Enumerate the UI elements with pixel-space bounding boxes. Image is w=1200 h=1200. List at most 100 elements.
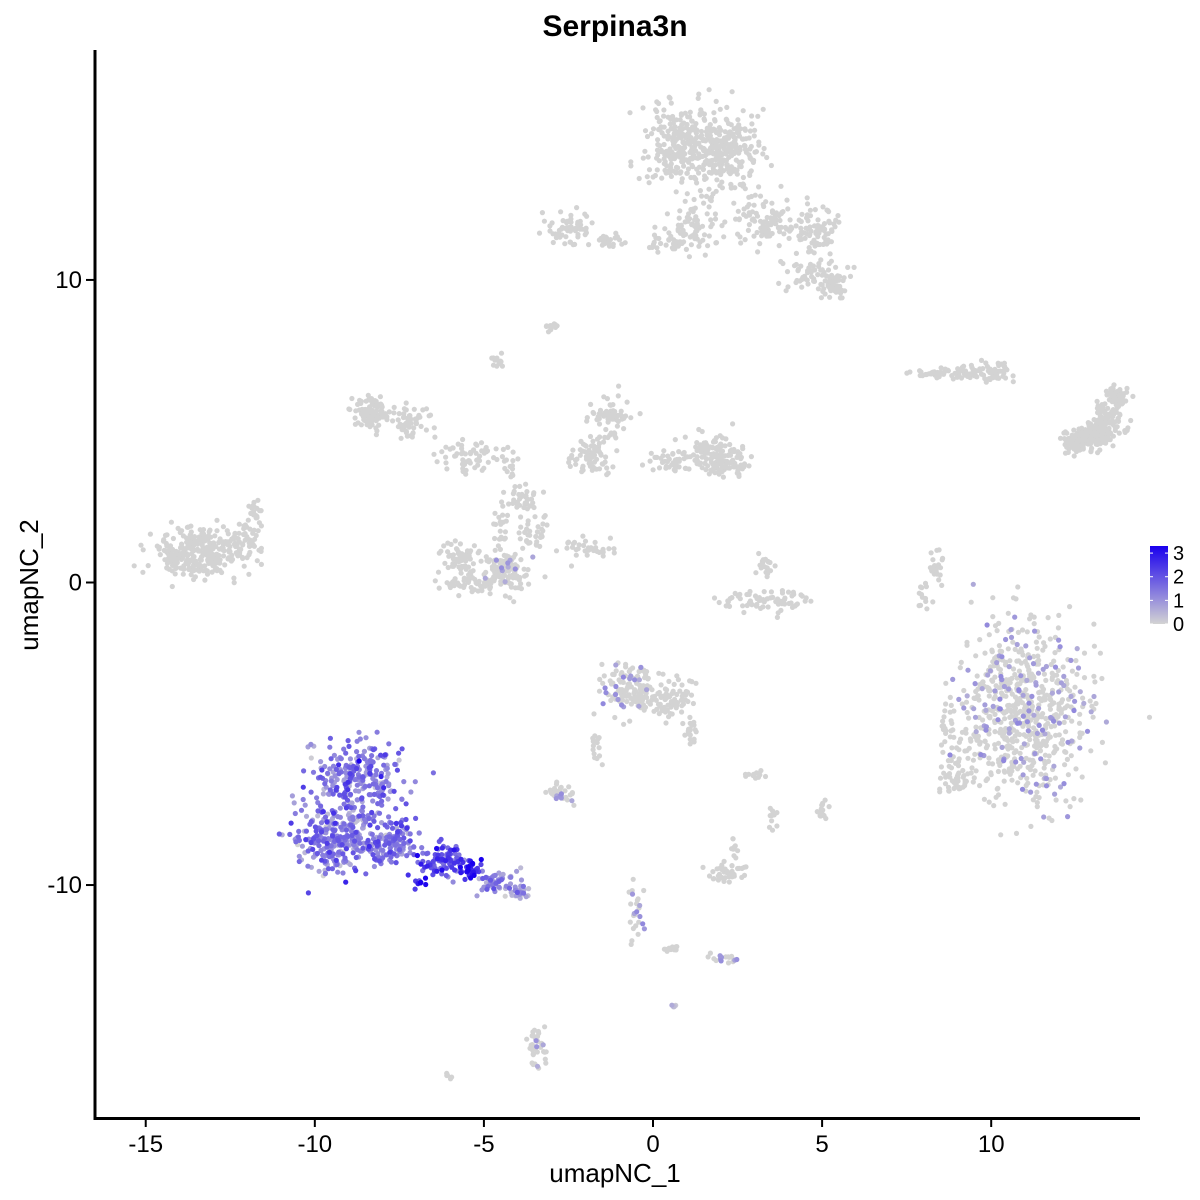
- cell-point: [688, 174, 694, 181]
- cell-point: [982, 738, 988, 745]
- cell-point: [735, 848, 741, 854]
- cell-point: [562, 788, 568, 794]
- cell-point: [459, 442, 465, 448]
- cell-point: [1006, 664, 1012, 670]
- cell-point: [611, 671, 617, 678]
- cell-point: [1092, 679, 1098, 685]
- cell-point: [536, 1030, 542, 1036]
- cell-point: [1056, 720, 1062, 726]
- cell-point: [628, 159, 634, 165]
- cell-point: [942, 739, 948, 745]
- cell-point: [496, 878, 502, 885]
- cell-point: [492, 535, 498, 542]
- cell-point: [713, 98, 719, 104]
- cell-point: [220, 524, 226, 530]
- cell-point: [588, 401, 594, 407]
- cell-point: [543, 1060, 549, 1066]
- cell-point: [702, 252, 708, 258]
- cell-point: [672, 463, 678, 469]
- cell-point: [227, 543, 233, 550]
- cell-point: [720, 474, 727, 480]
- cell-point: [498, 565, 505, 571]
- cell-point: [406, 417, 412, 424]
- cell-point: [708, 198, 714, 204]
- cell-point: [747, 146, 753, 152]
- cell-point: [1089, 436, 1095, 442]
- cell-point: [251, 543, 257, 549]
- cell-point: [677, 117, 683, 123]
- cell-point: [974, 673, 980, 679]
- cell-point: [978, 371, 985, 377]
- cell-point: [419, 845, 425, 851]
- cell-point: [1022, 703, 1028, 709]
- cell-point: [529, 1060, 535, 1066]
- cell-point: [240, 542, 246, 548]
- cell-point: [356, 813, 362, 819]
- cell-point: [404, 825, 410, 831]
- cell-point: [992, 688, 998, 694]
- cell-point: [1068, 657, 1074, 664]
- cell-point: [183, 558, 190, 564]
- cell-point: [1054, 672, 1060, 678]
- cell-point: [1045, 615, 1051, 621]
- cell-point: [435, 852, 441, 858]
- cell-point: [567, 239, 573, 245]
- cell-point: [1093, 421, 1099, 427]
- cell-point: [494, 565, 500, 571]
- cell-point: [189, 535, 195, 541]
- cell-point: [603, 426, 609, 433]
- cell-point: [526, 886, 532, 892]
- cell-point: [999, 654, 1005, 660]
- cell-point: [1062, 762, 1068, 768]
- cell-point: [730, 846, 736, 852]
- cell-point: [522, 573, 528, 579]
- cell-point: [442, 560, 448, 566]
- cell-point: [757, 241, 763, 247]
- cell-point: [591, 459, 598, 465]
- cell-point: [776, 280, 782, 286]
- cell-point: [191, 548, 197, 554]
- cell-point: [497, 519, 503, 525]
- cell-point: [376, 835, 382, 841]
- cell-point: [336, 762, 342, 768]
- cell-point: [393, 860, 399, 866]
- cell-point: [505, 444, 511, 450]
- cell-point: [733, 144, 739, 150]
- cell-point: [742, 237, 748, 243]
- cell-point: [980, 679, 986, 685]
- cell-point: [398, 823, 405, 829]
- cell-point: [687, 714, 693, 721]
- cell-point: [443, 444, 449, 450]
- cell-point: [1079, 437, 1085, 443]
- cell-point: [475, 550, 481, 556]
- cell-point: [806, 249, 812, 255]
- cell-point: [324, 840, 330, 846]
- cell-point: [781, 231, 787, 237]
- cell-point: [180, 571, 186, 577]
- cell-point: [403, 407, 409, 413]
- cell-point: [1001, 683, 1008, 690]
- cell-point: [658, 694, 664, 700]
- cell-point: [1089, 703, 1095, 709]
- cell-point: [636, 919, 642, 925]
- cell-point: [451, 847, 457, 853]
- cell-point: [723, 436, 729, 442]
- cell-point: [706, 124, 713, 131]
- cell-point: [373, 432, 379, 438]
- cell-point: [807, 207, 814, 213]
- cell-point: [375, 801, 381, 807]
- cell-point: [654, 114, 660, 121]
- y-tick-label: 10: [55, 267, 82, 294]
- cell-point: [978, 357, 985, 363]
- cell-point: [1015, 629, 1022, 636]
- cell-point: [981, 796, 988, 802]
- cell-point: [387, 845, 393, 851]
- cell-point: [1009, 675, 1015, 682]
- cell-point: [756, 550, 762, 557]
- cell-point: [345, 833, 351, 839]
- cell-point: [696, 426, 702, 433]
- cell-point: [568, 563, 575, 569]
- cell-point: [1019, 627, 1026, 633]
- cell-point: [1005, 610, 1011, 616]
- cell-point: [658, 682, 664, 688]
